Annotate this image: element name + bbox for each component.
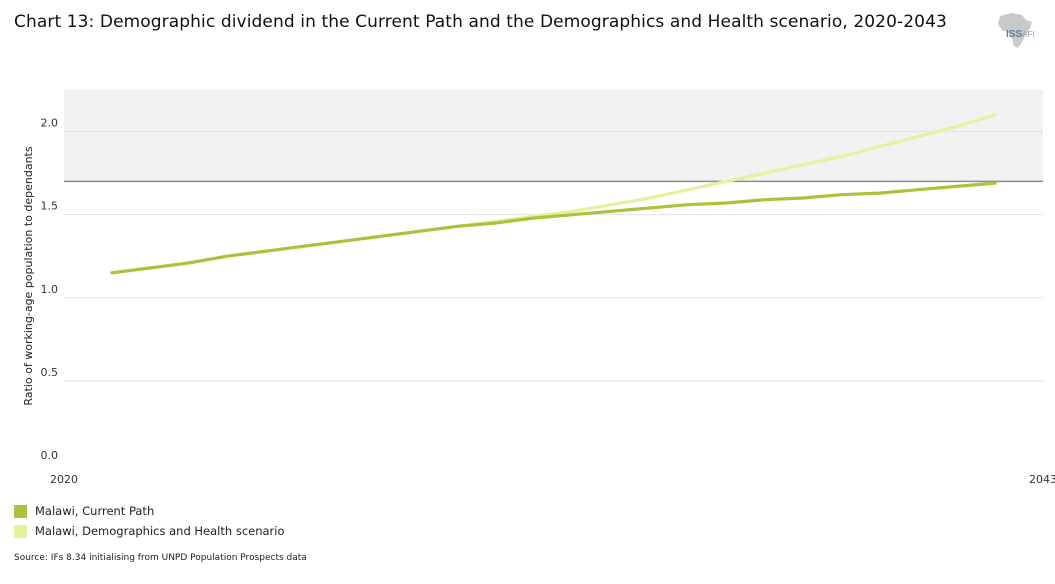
y-tick-label: 0.0: [41, 449, 59, 462]
legend-label-scenario: Malawi, Demographics and Health scenario: [35, 524, 285, 538]
source-note: Source: IFs 8.34 initialising from UNPD …: [14, 553, 307, 563]
x-tick-label: 2020: [50, 473, 78, 486]
africa-logo-icon: [998, 13, 1032, 48]
y-tick-label: 0.5: [41, 366, 59, 379]
legend-swatch-current-path: [14, 504, 27, 518]
series-line-current-path[interactable]: [110, 181, 997, 275]
logo-main-text: ISS: [1006, 29, 1023, 40]
legend-label-current-path: Malawi, Current Path: [35, 504, 155, 518]
shaded-band: [64, 90, 1043, 182]
legend-swatch-scenario: [14, 524, 27, 538]
y-tick-label: 1.0: [41, 283, 59, 296]
chart-title: Chart 13: Demographic dividend in the Cu…: [14, 12, 947, 32]
legend-item-scenario[interactable]: Malawi, Demographics and Health scenario: [14, 524, 285, 538]
line-chart: 0.0 0.5 1.0 1.5 2.0 2020 2043 Ratio of workin…: [22, 90, 1055, 486]
logo-text: ISSAFI: [1006, 29, 1035, 40]
y-tick-label: 1.5: [41, 200, 59, 213]
x-tick-label: 2043: [1029, 473, 1055, 486]
y-tick-label: 2.0: [41, 117, 59, 130]
y-axis-label: Ratio of working-age population to depen…: [22, 146, 35, 405]
legend-item-current-path[interactable]: Malawi, Current Path: [14, 504, 154, 518]
logo-sub-text: AFI: [1022, 30, 1035, 39]
